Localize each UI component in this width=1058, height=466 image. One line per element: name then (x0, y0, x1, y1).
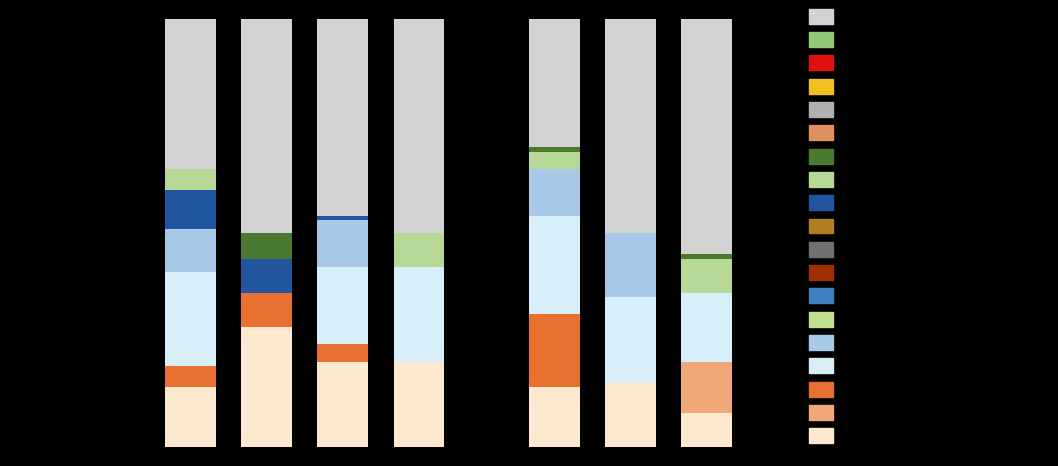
Bar (529, 151, 580, 169)
Bar (241, 327, 292, 447)
Bar (529, 19, 580, 147)
Bar (394, 19, 444, 233)
Bar (165, 190, 216, 229)
Bar (394, 267, 444, 362)
Bar (681, 254, 732, 259)
Bar (165, 19, 216, 169)
Bar (165, 387, 216, 447)
Bar (681, 362, 732, 413)
Bar (681, 19, 732, 254)
Bar (241, 233, 292, 259)
Bar (529, 216, 580, 315)
Bar (394, 362, 444, 447)
Bar (241, 19, 292, 233)
Bar (317, 362, 368, 447)
Bar (241, 293, 292, 327)
Bar (681, 259, 732, 293)
Bar (317, 216, 368, 220)
Bar (165, 272, 216, 366)
Bar (529, 147, 580, 151)
Bar (394, 233, 444, 267)
Bar (165, 169, 216, 190)
Bar (241, 259, 292, 293)
Bar (605, 233, 656, 297)
Bar (605, 297, 656, 383)
Bar (165, 366, 216, 387)
Bar (681, 293, 732, 362)
Bar (317, 19, 368, 216)
Bar (605, 383, 656, 447)
Bar (317, 220, 368, 267)
Bar (317, 344, 368, 362)
Bar (529, 387, 580, 447)
Bar (165, 229, 216, 272)
Bar (317, 267, 368, 344)
Bar (605, 19, 656, 233)
Bar (529, 169, 580, 216)
Bar (529, 315, 580, 387)
Bar (681, 413, 732, 447)
